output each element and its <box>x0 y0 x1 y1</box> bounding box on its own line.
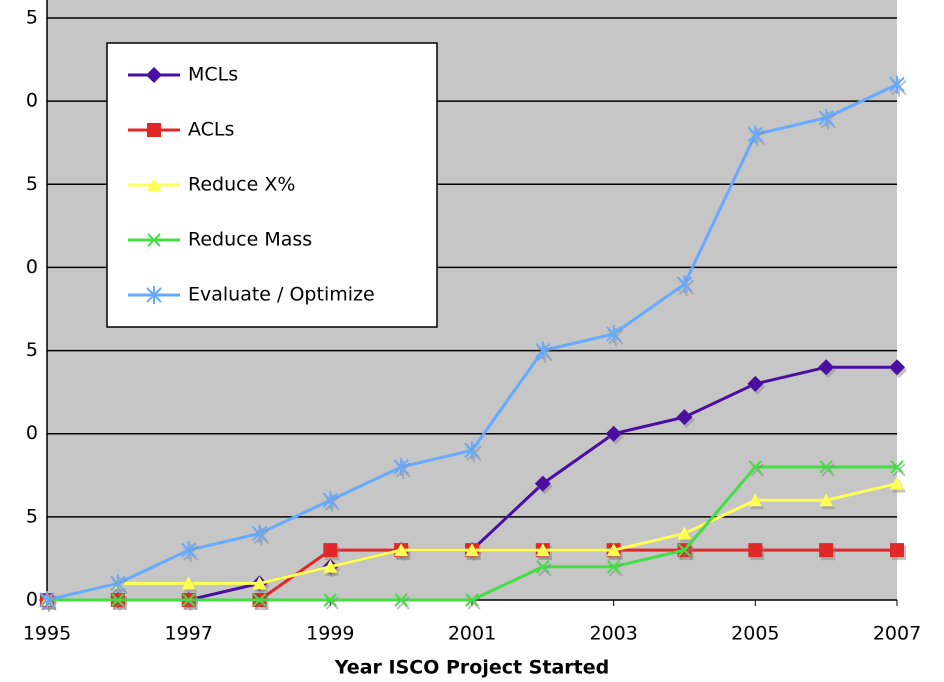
marker <box>676 275 693 294</box>
marker <box>748 460 763 474</box>
marker <box>146 67 162 83</box>
marker <box>147 233 161 247</box>
legend-label: Reduce Mass <box>188 229 312 251</box>
y-tick-label: 0 <box>26 90 38 112</box>
x-tick-label: 1999 <box>306 623 354 645</box>
y-tick-label: 5 <box>26 173 38 195</box>
marker <box>534 475 551 492</box>
x-tick-label: 1997 <box>164 623 212 645</box>
marker <box>323 593 338 607</box>
marker <box>536 560 550 574</box>
marker <box>747 125 764 144</box>
marker <box>889 75 905 94</box>
marker <box>819 460 833 474</box>
marker <box>889 359 905 376</box>
marker <box>606 560 621 574</box>
x-tick-label: 2005 <box>731 623 779 645</box>
marker <box>39 591 55 609</box>
marker <box>676 409 693 426</box>
marker <box>748 543 763 558</box>
marker <box>605 425 622 442</box>
marker <box>465 543 479 557</box>
marker <box>606 543 621 557</box>
legend-label: ACLs <box>188 119 234 141</box>
y-tick-label: 0 <box>26 589 38 611</box>
y-tick-label: 5 <box>26 339 38 361</box>
x-axis-label: Year ISCO Project Started <box>334 657 609 679</box>
y-tick-label: 5 <box>26 7 38 29</box>
marker <box>394 593 408 607</box>
marker <box>677 543 692 557</box>
marker <box>252 576 267 590</box>
marker <box>465 593 479 607</box>
marker <box>748 493 763 507</box>
marker <box>147 123 161 137</box>
x-tick-label: 2007 <box>873 623 921 645</box>
marker <box>819 493 834 507</box>
marker <box>251 524 268 543</box>
marker <box>147 178 161 191</box>
marker <box>535 341 551 360</box>
legend-label: Reduce X% <box>188 174 295 196</box>
marker <box>322 491 339 510</box>
marker <box>605 324 622 343</box>
marker <box>677 526 692 540</box>
marker <box>818 108 834 127</box>
x-tick-label: 2003 <box>589 623 637 645</box>
legend-label: Evaluate / Optimize <box>188 284 375 306</box>
marker <box>747 375 764 392</box>
marker <box>818 359 835 376</box>
marker <box>111 593 125 607</box>
marker <box>819 543 834 558</box>
marker <box>535 543 550 557</box>
marker <box>323 559 338 573</box>
x-tick-label: 1995 <box>23 623 71 645</box>
marker <box>146 286 162 304</box>
y-tick-label: 5 <box>26 505 38 527</box>
marker <box>394 543 409 557</box>
marker <box>464 441 480 460</box>
marker <box>181 576 196 590</box>
marker <box>180 541 197 560</box>
marker <box>393 457 409 476</box>
marker <box>252 593 267 607</box>
marker <box>181 593 196 607</box>
marker <box>110 574 126 593</box>
x-tick-label: 2001 <box>448 623 496 645</box>
marker <box>323 543 338 558</box>
marker <box>890 476 904 490</box>
marker <box>890 543 904 558</box>
marker <box>890 460 904 474</box>
legend-label: MCLs <box>188 64 238 86</box>
y-tick-label: 0 <box>26 256 38 278</box>
y-tick-label: 0 <box>26 422 38 444</box>
